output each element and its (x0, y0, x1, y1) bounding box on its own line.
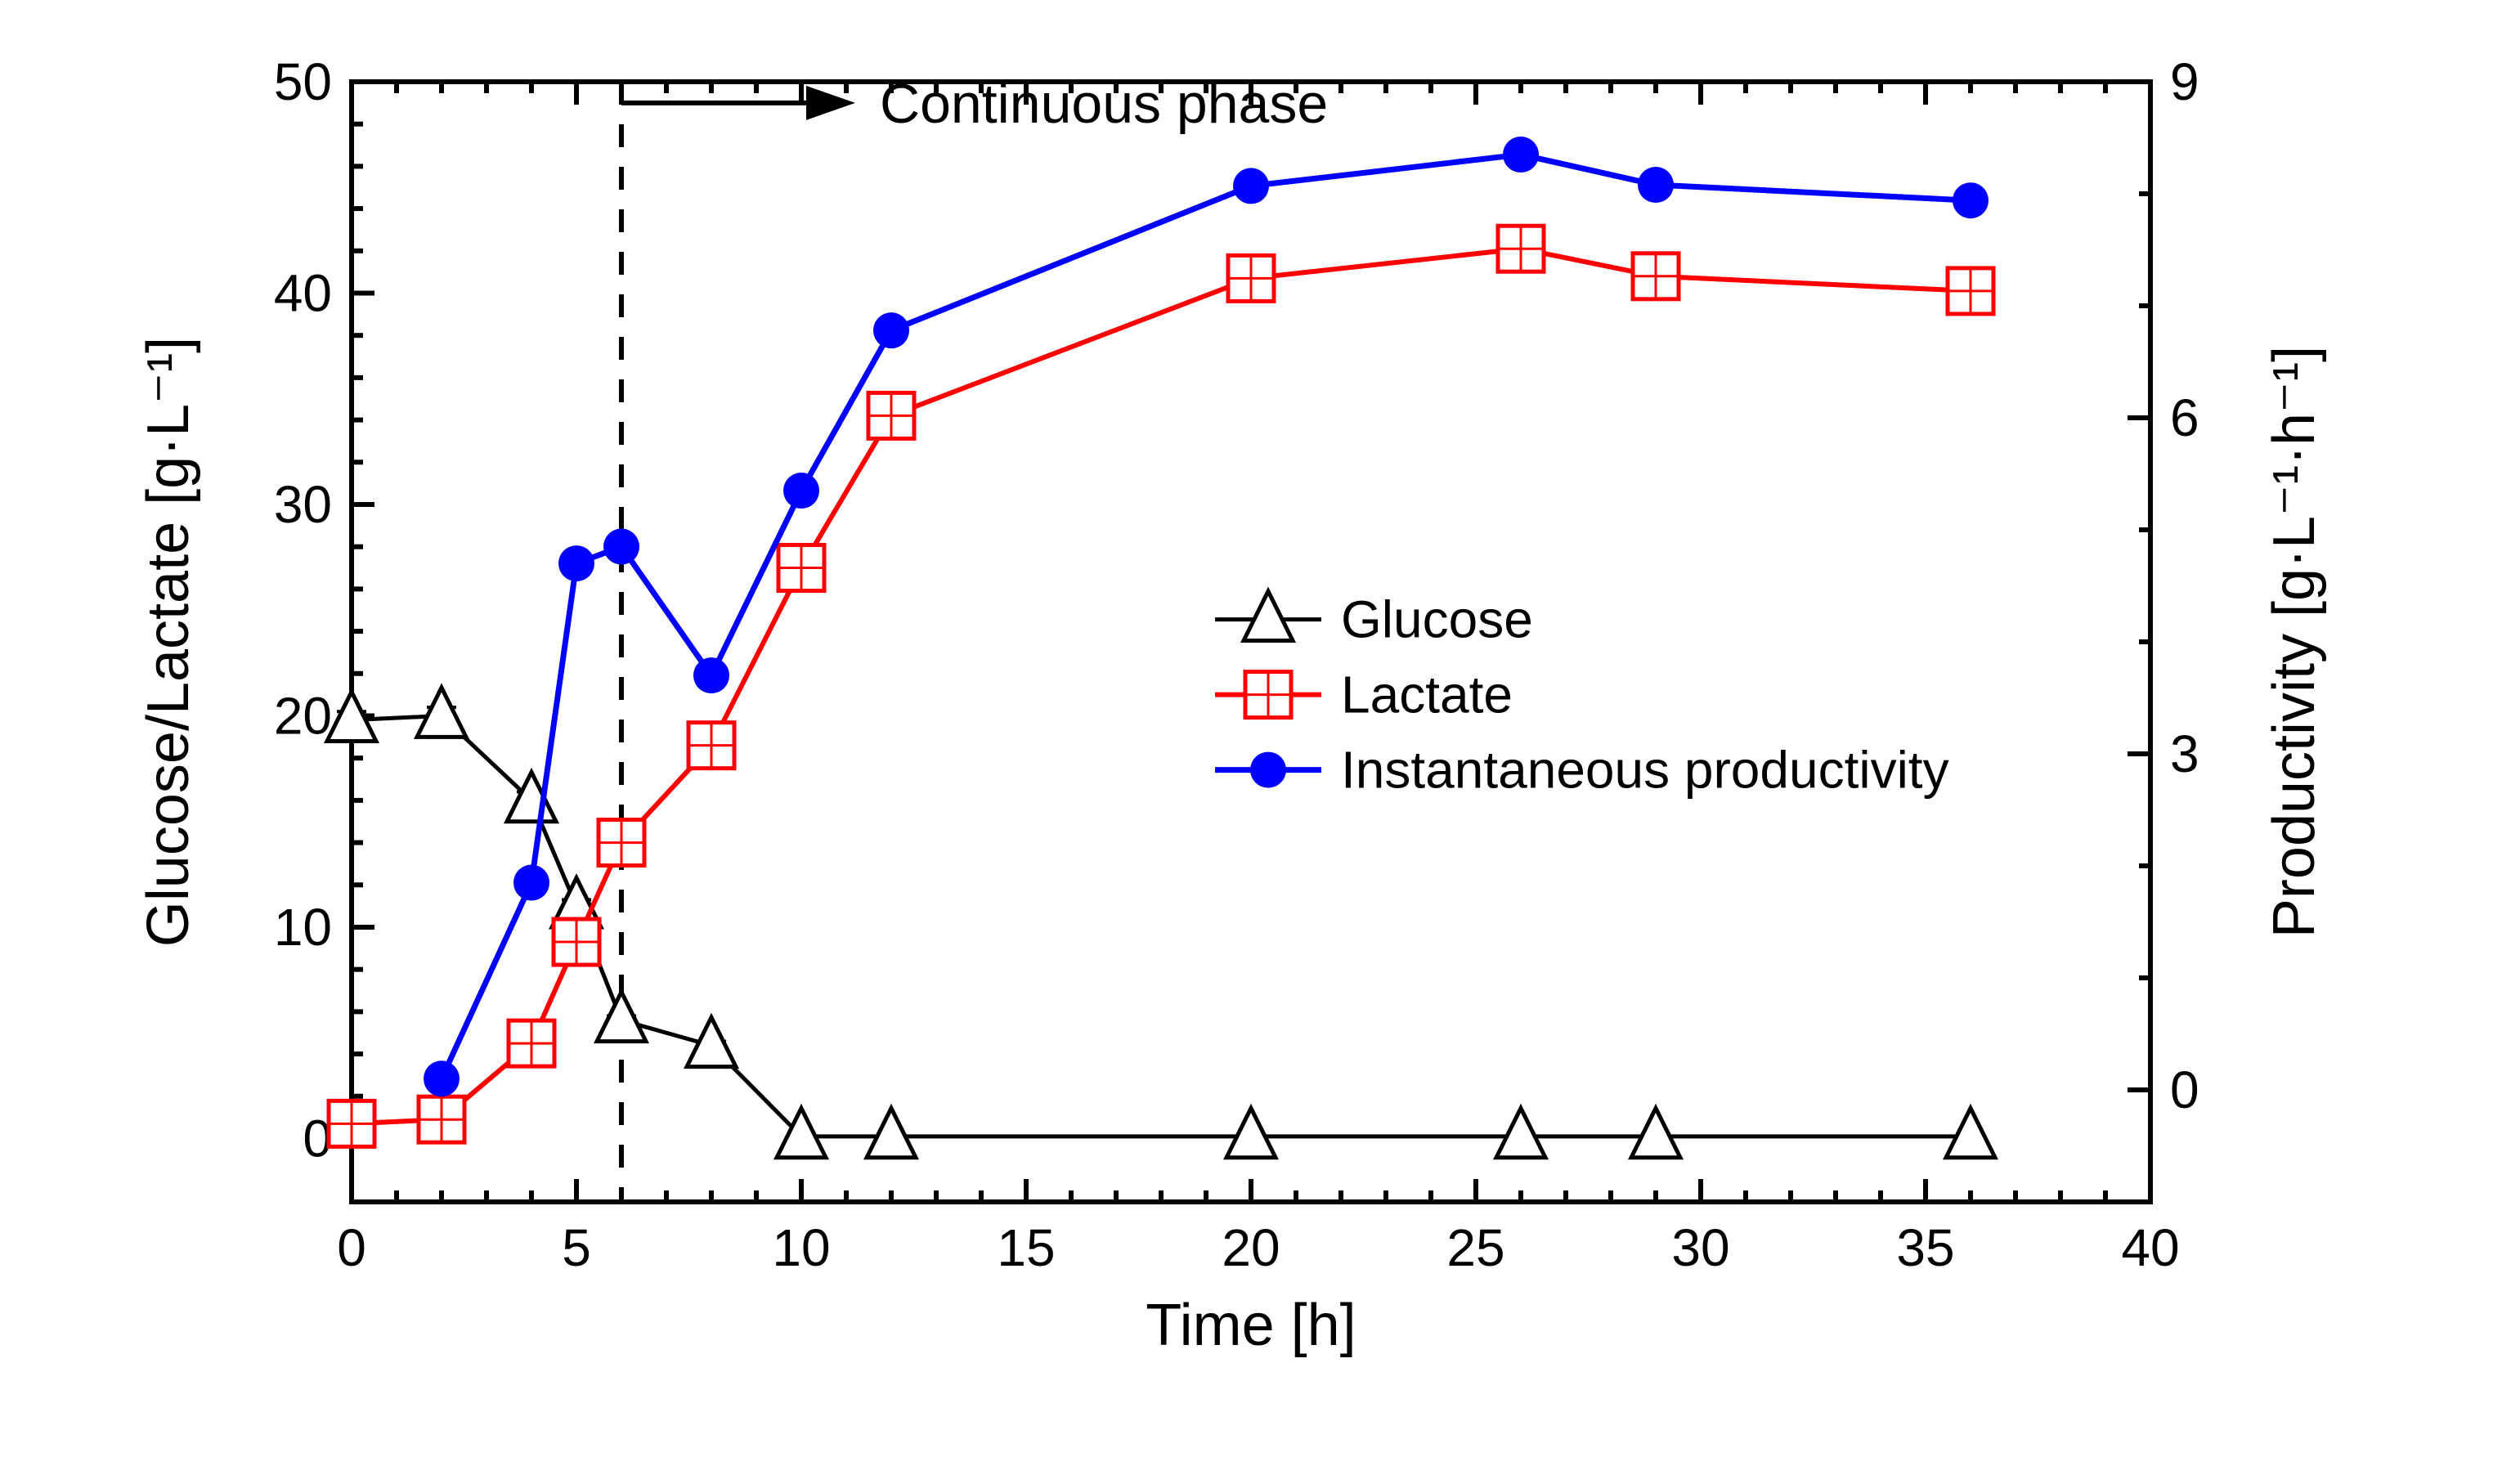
chart-svg: 0 5 10 15 20 25 30 35 40 Time [h] 0 10 20 30 40 50 Gluco… (0, 0, 2511, 1484)
y-left-tick-label: 50 (274, 52, 332, 111)
legend-label: Glucose (1341, 590, 1533, 649)
y-left-tick-label: 10 (274, 898, 332, 957)
y-right-tick-label: 9 (2170, 52, 2199, 111)
x-tick-label: 0 (337, 1218, 366, 1277)
y-left-tick-label: 40 (274, 263, 332, 322)
x-tick-label: 5 (562, 1218, 591, 1277)
y-right-tick-label: 0 (2170, 1060, 2199, 1119)
x-axis-label: Time [h] (1146, 1293, 1356, 1358)
x-tick-label: 15 (997, 1218, 1055, 1277)
y-right-axis-label: Productivity [g·L⁻¹·h⁻¹] (2262, 346, 2327, 938)
x-tick-label: 20 (1222, 1218, 1280, 1277)
y-left-tick-label: 30 (274, 475, 332, 534)
legend-label: Instantaneous productivity (1341, 741, 1949, 800)
y-right-tick-label: 6 (2170, 388, 2199, 447)
y-left-tick-label: 20 (274, 686, 332, 745)
y-right-tick-label: 3 (2170, 724, 2199, 783)
x-tick-label: 25 (1446, 1218, 1504, 1277)
y-left-axis-label: Glucose/Lactate [g·L⁻¹] (136, 337, 201, 947)
x-tick-label: 35 (1896, 1218, 1954, 1277)
x-tick-label: 30 (1671, 1218, 1729, 1277)
x-tick-label: 40 (2121, 1218, 2179, 1277)
x-tick-label: 10 (772, 1218, 830, 1277)
annotation-text: Continuous phase (880, 73, 1328, 135)
legend-label: Lactate (1341, 666, 1513, 724)
chart-container: 0 5 10 15 20 25 30 35 40 Time [h] 0 10 20 30 40 50 Gluco… (0, 0, 2511, 1484)
